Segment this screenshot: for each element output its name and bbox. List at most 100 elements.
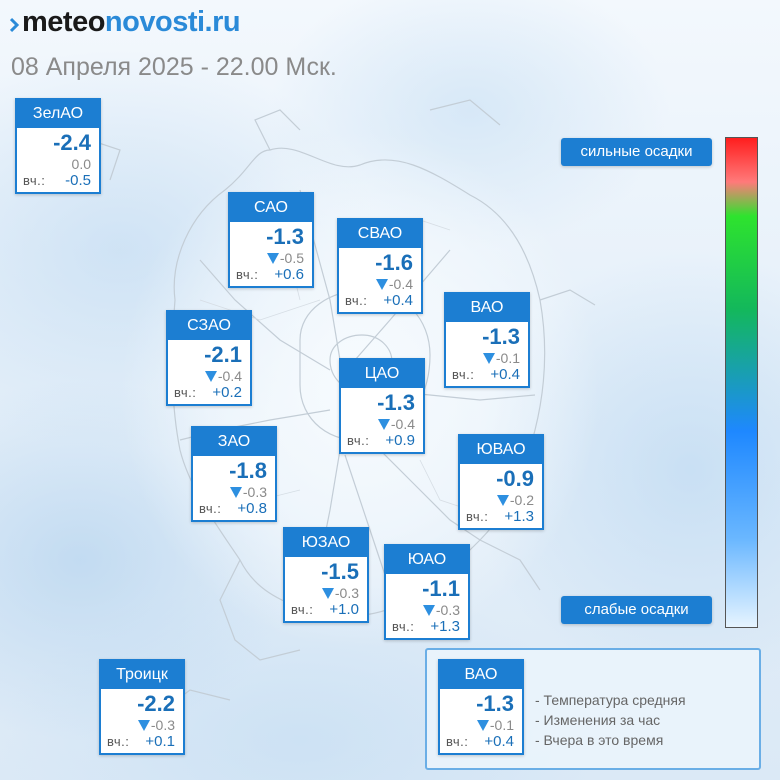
district-temperature: -1.3 <box>476 691 514 716</box>
district-card-zao: ЗАО -1.8 -0.3 вч.: +0.8 <box>191 426 277 522</box>
yesterday-label: вч.: <box>199 501 222 516</box>
yesterday-label: вч.: <box>347 433 370 448</box>
district-name: СЗАО <box>168 312 250 340</box>
district-temperature: -1.1 <box>422 576 460 601</box>
logo-chevron-icon <box>10 17 20 32</box>
district-name: ЮАО <box>386 546 468 574</box>
hourly-change: -0.4 <box>204 368 242 384</box>
yesterday-value: +1.0 <box>329 601 359 618</box>
district-card-vao: ВАО -1.3 -0.1 вч.: +0.4 <box>444 292 530 388</box>
yesterday-row: вч.: +1.3 <box>466 508 534 525</box>
hourly-change-value: -0.2 <box>509 492 534 508</box>
page-date-title: 08 Апреля 2025 - 22.00 Мск. <box>11 53 337 81</box>
hourly-change: -0.3 <box>422 602 460 618</box>
yesterday-row: вч.: +0.4 <box>446 733 514 750</box>
hourly-change-value: 0.0 <box>71 156 91 172</box>
district-name: ЦАО <box>341 360 423 388</box>
hourly-change-value: -0.1 <box>495 350 520 366</box>
district-temperature: -1.3 <box>266 224 304 249</box>
district-name: ЗелАО <box>17 100 99 128</box>
yesterday-value: +0.4 <box>490 366 520 383</box>
yesterday-label: вч.: <box>446 734 469 749</box>
district-name: СВАО <box>339 220 421 248</box>
district-name: ЮВАО <box>460 436 542 464</box>
hourly-change-value: -0.3 <box>150 717 175 733</box>
yesterday-row: вч.: +0.9 <box>347 432 415 449</box>
legend-item-yesterday: - Вчера в это время <box>535 732 664 748</box>
district-temperature: -2.2 <box>137 691 175 716</box>
trend-down-icon <box>375 278 388 290</box>
hourly-change-value: -0.3 <box>242 484 267 500</box>
district-card-zelao: ЗелАО -2.4 0.0 вч.: -0.5 <box>15 98 101 194</box>
hourly-change: -0.3 <box>137 717 175 733</box>
district-card-szao: СЗАО -2.1 -0.4 вч.: +0.2 <box>166 310 252 406</box>
legend-item-hourly-change: - Изменения за час <box>535 712 661 728</box>
scale-label-strong: сильные осадки <box>561 138 712 166</box>
yesterday-row: вч.: +0.6 <box>236 266 304 283</box>
legend-item-average-temp: - Температура средняя <box>535 692 686 708</box>
yesterday-row: вч.: +0.4 <box>345 292 413 309</box>
hourly-change: -0.5 <box>266 250 304 266</box>
district-card-yuvao: ЮВАО -0.9 -0.2 вч.: +1.3 <box>458 434 544 530</box>
legend-sample-card: ВАО -1.3 -0.1 вч.: +0.4 <box>438 659 524 755</box>
hourly-change: -0.4 <box>377 416 415 432</box>
trend-down-icon <box>377 418 390 430</box>
yesterday-label: вч.: <box>23 173 46 188</box>
district-temperature: -0.9 <box>496 466 534 491</box>
district-name: Троицк <box>101 661 183 689</box>
trend-down-icon <box>482 352 495 364</box>
district-card-svao: СВАО -1.6 -0.4 вч.: +0.4 <box>337 218 423 314</box>
trend-down-icon <box>422 604 435 616</box>
trend-down-icon <box>229 486 242 498</box>
yesterday-value: +0.2 <box>212 384 242 401</box>
district-temperature: -1.6 <box>375 250 413 275</box>
trend-down-icon <box>266 252 279 264</box>
yesterday-row: вч.: -0.5 <box>23 172 91 189</box>
district-temperature: -1.3 <box>377 390 415 415</box>
legend-items: - Температура средняя - Изменения за час… <box>535 690 686 750</box>
district-name: САО <box>230 194 312 222</box>
yesterday-label: вч.: <box>345 293 368 308</box>
yesterday-row: вч.: +0.2 <box>174 384 242 401</box>
yesterday-value: +0.4 <box>484 733 514 750</box>
yesterday-value: +0.4 <box>383 292 413 309</box>
site-logo[interactable]: meteo novosti.ru <box>10 6 241 39</box>
district-temperature: -2.4 <box>53 130 91 155</box>
district-name: ВАО <box>440 661 522 689</box>
district-card-troitsk: Троицк -2.2 -0.3 вч.: +0.1 <box>99 659 185 755</box>
district-card-yuao: ЮАО -1.1 -0.3 вч.: +1.3 <box>384 544 470 640</box>
hourly-change-value: -0.4 <box>390 416 415 432</box>
trend-down-icon <box>137 719 150 731</box>
district-name: ВАО <box>446 294 528 322</box>
district-temperature: -1.8 <box>229 458 267 483</box>
yesterday-label: вч.: <box>392 619 415 634</box>
hourly-change: -0.2 <box>496 492 534 508</box>
yesterday-label: вч.: <box>107 734 130 749</box>
logo-text-domain: novosti.ru <box>104 6 241 38</box>
yesterday-row: вч.: +0.8 <box>199 500 267 517</box>
district-name: ЗАО <box>193 428 275 456</box>
scale-label-weak: слабые осадки <box>561 596 712 624</box>
yesterday-label: вч.: <box>452 367 475 382</box>
yesterday-row: вч.: +0.1 <box>107 733 175 750</box>
yesterday-value: -0.5 <box>65 172 91 189</box>
district-card-yuzao: ЮЗАО -1.5 -0.3 вч.: +1.0 <box>283 527 369 623</box>
hourly-change: -0.1 <box>482 350 520 366</box>
trend-down-icon <box>496 494 509 506</box>
hourly-change: -0.3 <box>229 484 267 500</box>
hourly-change-value: -0.3 <box>435 602 460 618</box>
district-temperature: -1.3 <box>482 324 520 349</box>
hourly-change: -0.4 <box>375 276 413 292</box>
yesterday-row: вч.: +1.0 <box>291 601 359 618</box>
logo-text-main: meteo <box>22 6 105 38</box>
hourly-change: -0.1 <box>476 717 514 733</box>
yesterday-label: вч.: <box>466 509 489 524</box>
yesterday-label: вч.: <box>291 602 314 617</box>
hourly-change-value: -0.4 <box>388 276 413 292</box>
hourly-change-value: -0.1 <box>489 717 514 733</box>
trend-down-icon <box>321 587 334 599</box>
hourly-change: -0.3 <box>321 585 359 601</box>
hourly-change-value: -0.5 <box>279 250 304 266</box>
yesterday-value: +1.3 <box>504 508 534 525</box>
yesterday-value: +0.9 <box>385 432 415 449</box>
